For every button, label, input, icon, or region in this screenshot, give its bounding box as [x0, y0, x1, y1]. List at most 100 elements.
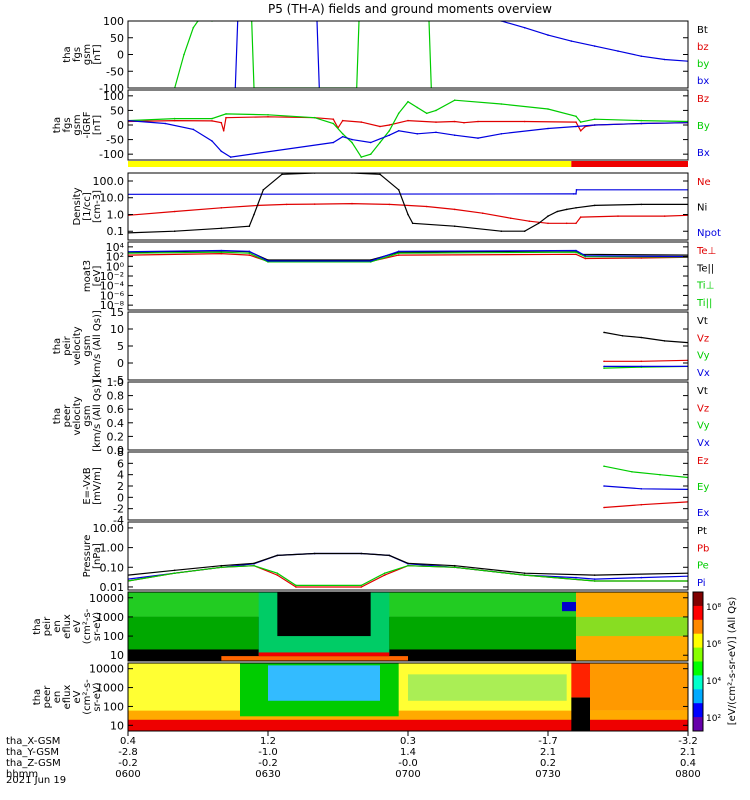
y-axis-label: tha [32, 689, 43, 705]
y-axis-label: sr-eV) [92, 612, 103, 641]
panel-elec_spec: 10000 1000 100 10 tha peer en eflux eV (cm²-s-sr-… [32, 662, 689, 732]
series-point [313, 116, 316, 119]
panel-bg [128, 382, 688, 450]
spectrogram-region [221, 656, 408, 661]
series-point [659, 473, 661, 476]
series-point [453, 225, 456, 227]
y-tick-label: 10⁰ [106, 260, 125, 273]
y-tick-label: -100 [99, 148, 124, 161]
legend-entry: bx [697, 76, 709, 87]
y-axis-label: [nT] [92, 44, 103, 64]
legend-entry: Bt [697, 25, 708, 36]
legend-entry: Ti|| [696, 298, 712, 309]
y-axis-label: sr-eV) [92, 682, 103, 711]
x-tick-label: 0.2 [540, 758, 556, 769]
series-point [640, 488, 643, 490]
series-point [603, 360, 605, 363]
series-point [617, 50, 619, 52]
x-tick-label: 0.4 [120, 736, 136, 747]
series-point [640, 55, 643, 57]
series-point [663, 58, 666, 61]
panel-data [603, 465, 688, 509]
colorbar-swatch [693, 605, 703, 621]
series-point [640, 336, 643, 339]
colorbar-tick-label: 10⁴ [706, 677, 721, 687]
chart-title: P5 (TH-A) fields and ground moments over… [268, 2, 552, 16]
series-point [225, 113, 227, 115]
series-point [397, 130, 400, 132]
series-point [276, 574, 279, 576]
series-fgs-bx [234, 21, 239, 88]
series-point [453, 208, 456, 211]
y-axis-label: Density [72, 187, 83, 225]
series-point [369, 141, 372, 144]
legend-entry: Ni [697, 203, 707, 214]
series-point [388, 124, 391, 126]
series-point [463, 121, 465, 124]
series-point [397, 252, 400, 254]
y-axis-label: en [52, 691, 63, 704]
series-point [379, 125, 381, 128]
panel-data [128, 249, 688, 263]
series-point [509, 217, 512, 219]
mode-bar-segment [571, 161, 688, 167]
x-tick-label: 0.3 [400, 736, 416, 747]
x-tick-label: -0.2 [258, 758, 278, 769]
y-tick-label: 10⁻⁸ [100, 299, 125, 312]
series-point [313, 552, 316, 555]
y-axis-label: tha [52, 117, 63, 133]
series-point [341, 119, 344, 122]
series-point [593, 118, 596, 120]
legend-entry: Bx [697, 148, 710, 159]
series-point [640, 203, 643, 206]
y-axis-label: velocity [72, 326, 83, 365]
series-point [407, 100, 409, 103]
y-tick-label: 10.0 [100, 192, 125, 205]
series-point [257, 204, 260, 207]
series-point [360, 121, 363, 123]
y-tick-label: -100 [99, 82, 124, 95]
colorbar-tick-label: 10⁶ [706, 640, 721, 650]
panel-data [128, 99, 688, 158]
y-tick-label: 100 [103, 700, 124, 713]
y-tick-label: 0.1 [107, 225, 125, 238]
series-point [500, 230, 503, 232]
series-point [435, 109, 437, 112]
legend-entry: Vx [697, 368, 710, 379]
series-point [500, 133, 503, 135]
panel-bg [128, 312, 688, 380]
series-point [220, 566, 223, 569]
colorbar-swatch [693, 717, 703, 732]
colorbar-tick-label: 10⁸ [706, 603, 721, 613]
series-point [416, 133, 419, 135]
series-point [220, 251, 223, 253]
series-point [477, 137, 479, 139]
legend-entry: Pi [697, 578, 706, 589]
series-point [575, 251, 577, 253]
legend-entry: bz [697, 42, 709, 53]
series-point [570, 40, 573, 42]
series-point [211, 117, 213, 120]
series-efield-Ey [603, 465, 688, 479]
y-tick-label: 0.2 [107, 430, 125, 443]
series-point [397, 189, 400, 191]
series-point [351, 141, 353, 144]
series-point [360, 156, 363, 158]
legend-entry: Ne [697, 177, 711, 188]
y-tick-label: 10000 [89, 592, 124, 605]
series-point [267, 114, 269, 116]
legend-entry: Ti⊥ [696, 281, 714, 292]
series-point [225, 116, 227, 119]
ephemeris-row-label: tha_X-GSM [6, 736, 60, 747]
series-point [617, 215, 619, 217]
y-tick-label: 100 [103, 630, 124, 643]
colorbar-label: [eV/(cm²-s-sr-eV)] (All Qs) [727, 597, 738, 726]
series-point [621, 335, 624, 337]
y-tick-label: 0 [117, 491, 124, 504]
colorbar-swatch [693, 675, 703, 690]
mode-bar [128, 161, 688, 167]
x-tick-label: 0600 [115, 769, 140, 780]
series-point [248, 250, 251, 253]
y-tick-label: 10⁻⁶ [100, 289, 125, 302]
